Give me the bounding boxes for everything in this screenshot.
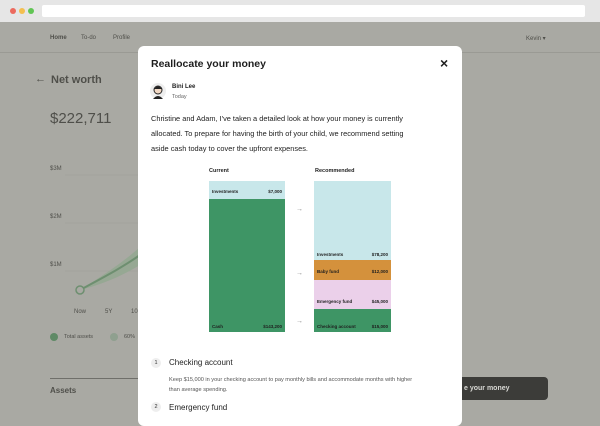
button[interactable] [440,377,548,400]
arrow: → [296,318,303,325]
step-description: Keep $15,000 in your checking account to… [169,377,413,383]
dot-red [10,8,16,14]
dot-yellow [19,8,25,14]
dot-green [28,8,34,14]
x-label: Now [74,309,87,315]
segment: Baby fund $12,000 [314,260,391,280]
paragraph-line: Christine and Adam, I've taken a detaile… [151,114,404,123]
segment: Cash $143,200 [209,199,285,332]
paragraph-line: allocated. To prepare for having the bir… [151,129,404,138]
author-time: Today [172,94,187,100]
page-title: Net worth [51,74,102,86]
amount: $7,000 [268,189,282,194]
nav-todo[interactable]: To-do [81,35,97,41]
divider [50,378,138,379]
step-number: 1 [151,358,161,368]
axis-label: $1M [50,262,62,268]
author-name: Bini Lee [172,84,196,90]
paragraph-line: aside cash today to cover the upfront ex… [151,144,308,153]
amount: $222,711 [50,110,112,127]
current-column: Investments $7,000 Cash $143,200 [209,181,285,332]
address-bar[interactable] [42,5,585,17]
label: Baby fund [317,269,339,274]
section-title: Assets [50,386,77,395]
amount: $143,200 [263,324,282,329]
legend-dot [110,333,118,341]
x-label: 5Y [105,309,113,315]
arrow: → [296,270,303,277]
label: Emergency fund [317,299,353,304]
point [75,285,85,295]
amount: $12,000 [371,269,388,274]
user-menu[interactable]: Kevin ▾ [526,36,546,42]
modal [138,46,462,426]
recommended-column: Investments $78,200 Baby fund $12,000 Emer… [314,181,391,332]
modal-title: Reallocate your money [151,58,266,70]
x-label: 10 [131,309,138,315]
segment: Investments $7,000 [209,181,285,199]
background-chart [65,174,140,295]
legend-label: Total assets [64,334,94,340]
segment: Emergency fund $45,000 [314,280,391,309]
close-button[interactable]: × [440,55,449,71]
axis-label: $2M [50,214,62,220]
step-description: than average spending. [169,387,228,393]
legend-dot [50,333,58,341]
nav-home[interactable]: Home [50,35,67,41]
legend-label: 60% [124,334,136,340]
segment: Checking account $15,000 [314,309,391,332]
label: Cash [212,324,224,329]
axis-label: $3M [50,166,62,172]
label: Investments [317,252,344,257]
column-heading: Recommended [315,168,355,174]
amount: $15,000 [371,324,388,329]
amount: $78,200 [371,252,388,257]
button-label: e your money [464,385,510,392]
nav-profile[interactable]: Profile [113,35,131,41]
band [80,247,140,290]
back-arrow[interactable]: ← [35,73,46,85]
label: Investments [212,189,239,194]
amount: $45,000 [371,299,388,304]
step-number: 2 [151,402,161,412]
segment: Investments $78,200 [314,181,391,260]
avatar [150,83,166,99]
line [79,254,140,291]
step-title: Checking account [169,358,233,367]
column-heading: Current [209,168,229,174]
label: Checking account [317,324,356,329]
arrow: → [296,206,303,213]
